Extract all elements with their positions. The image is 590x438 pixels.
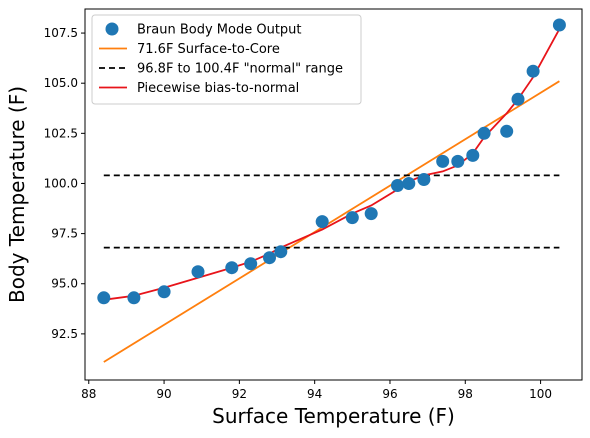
series-line-1 [103,80,560,363]
series-line-4 [103,28,561,301]
plot-area [97,18,566,363]
x-axis-label: Surface Temperature (F) [212,404,455,428]
data-point [127,291,141,305]
data-point [466,148,480,162]
y-tick-label: 100.0 [44,176,78,190]
data-point [436,154,450,168]
y-axis-ticks: 92.5 95.0 97.5 100.0 102.5 105.0 107.5 [44,26,85,341]
x-tick-label: 98 [458,387,473,401]
data-point [511,92,525,106]
data-point [225,261,239,275]
y-tick-label: 102.5 [44,126,78,140]
data-point [402,177,416,190]
y-tick-label: 97.5 [51,227,78,241]
data-point [191,265,205,279]
data-point [477,126,491,140]
legend-marker [105,22,119,36]
x-tick-label: 94 [307,387,322,401]
legend-label: Braun Body Mode Output [137,23,302,38]
y-axis-label: Body Temperature (F) [5,86,29,303]
data-point [500,124,514,138]
y-tick-label: 92.5 [51,327,78,341]
data-point [274,245,288,259]
data-point [244,257,258,271]
data-point [364,207,378,221]
x-tick-label: 90 [156,387,171,401]
data-point [345,211,359,225]
legend-label: Piecewise bias-to-normal [137,81,299,96]
data-point [97,291,111,305]
x-tick-label: 96 [382,387,397,401]
x-axis-ticks: 88 90 92 94 96 98 100 [81,380,552,401]
data-point [263,251,276,265]
data-point [526,64,540,78]
legend: Braun Body Mode Output 71.6F Surface-to-C… [91,14,362,105]
x-tick-label: 92 [232,387,247,401]
legend-box [91,14,362,105]
y-tick-label: 95.0 [51,277,78,291]
data-point [417,173,431,186]
y-tick-label: 105.0 [44,76,78,90]
axes-frame [84,8,583,381]
x-tick-label: 100 [529,387,552,401]
data-point [451,154,465,168]
data-point [315,215,329,229]
data-point [552,18,566,32]
data-point [157,285,171,299]
y-tick-label: 107.5 [44,26,78,40]
x-tick-label: 88 [81,387,96,401]
data-point [391,179,404,192]
legend-label: 71.6F Surface-to-Core [137,42,280,57]
legend-label: 96.8F to 100.4F "normal" range [137,62,343,77]
